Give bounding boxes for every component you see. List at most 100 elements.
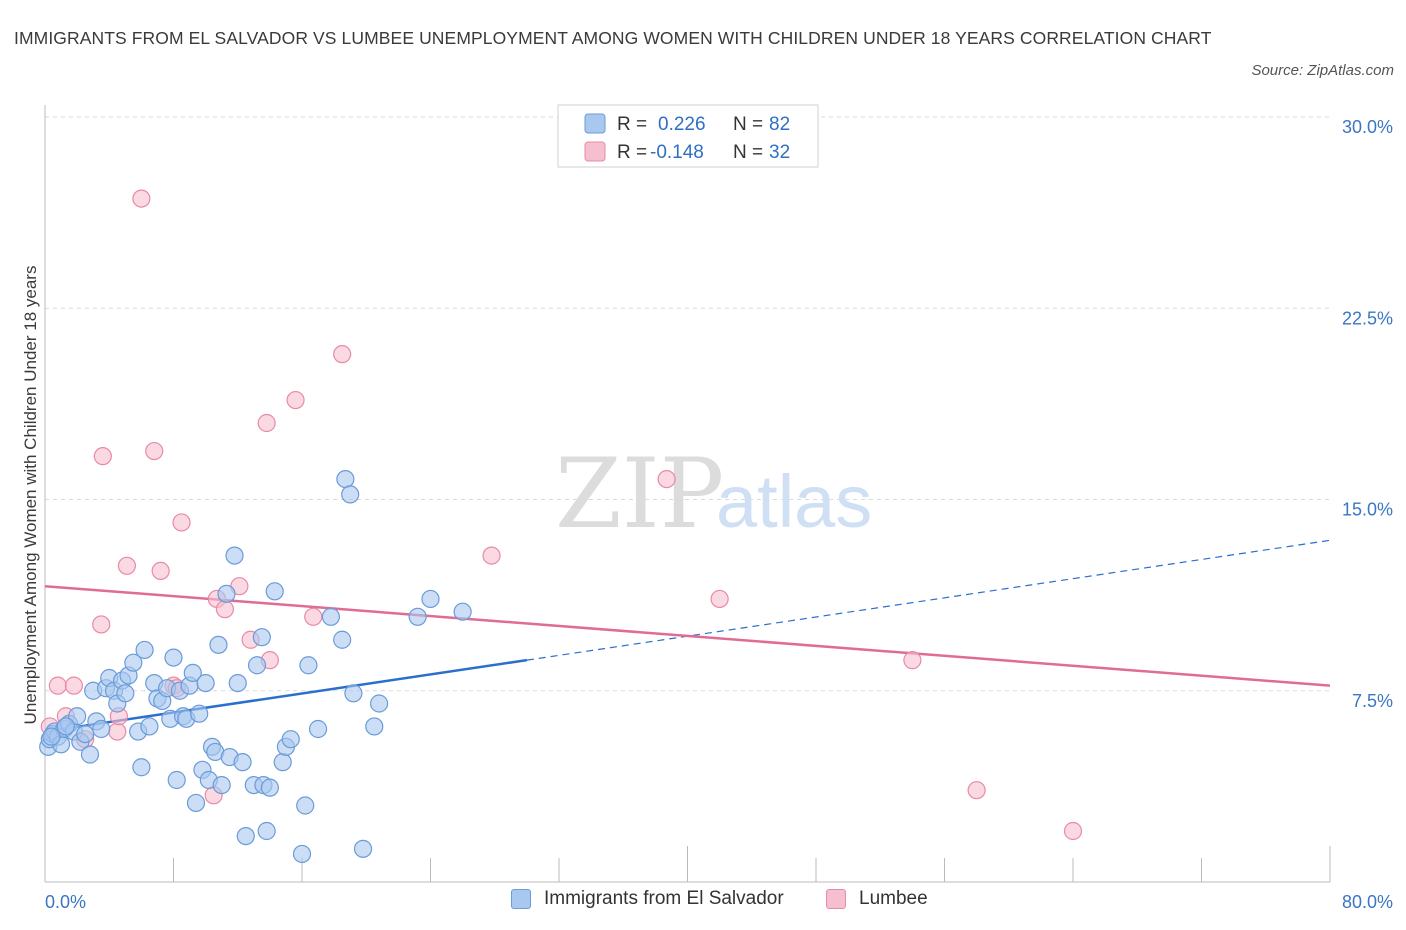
point-el-salvador-56 <box>247 656 267 675</box>
legend-swatch-el-salvador <box>511 889 531 909</box>
legend-label-el-salvador: Immigrants from El Salvador <box>544 888 784 909</box>
point-el-salvador-9 <box>68 707 87 726</box>
point-lumbee-27 <box>710 589 729 609</box>
point-el-salvador-39 <box>183 663 202 683</box>
legend-n-label-1: N = <box>733 114 763 135</box>
point-el-salvador-41 <box>190 704 209 723</box>
legend-r-label-1: R = <box>617 114 647 135</box>
point-el-salvador-11 <box>76 724 95 744</box>
legend-box: R = 0.226 N = 82 R = -0.148 N = 32 <box>557 104 819 168</box>
point-lumbee-25 <box>482 546 501 565</box>
point-el-salvador-59 <box>257 821 276 841</box>
point-lumbee-9 <box>117 556 137 575</box>
point-lumbee-23 <box>304 607 323 626</box>
x-tick-label-start: 0.0% <box>45 892 86 912</box>
legend-r-value-2: -0.148 <box>650 142 704 163</box>
y-tick-label-1: 15.0% <box>1342 500 1393 520</box>
x-tick-labels: 0.0% 80.0% <box>45 892 1393 912</box>
legend-label-lumbee: Lumbee <box>859 888 928 909</box>
legend-r-label-2: R = <box>617 142 647 163</box>
point-el-salvador-70 <box>333 630 352 649</box>
y-tick-label-3: 30.0% <box>1342 117 1393 137</box>
point-el-salvador-33 <box>164 648 183 667</box>
point-el-salvador-34 <box>167 770 186 790</box>
legend-n-value-1: 82 <box>769 114 790 135</box>
point-el-salvador-73 <box>344 684 363 703</box>
legend-swatch-pink <box>584 141 606 162</box>
point-el-salvador-81 <box>56 717 75 736</box>
trend-line-el-salvador-extension <box>526 539 1331 661</box>
point-lumbee-28 <box>903 651 922 670</box>
point-el-salvador-25 <box>132 758 151 777</box>
legend-item-lumbee: Lumbee <box>826 888 928 910</box>
point-el-salvador-21 <box>116 684 135 703</box>
point-el-salvador-76 <box>370 694 389 713</box>
legend-r-value-1: 0.226 <box>658 114 706 135</box>
point-el-salvador-52 <box>228 673 247 693</box>
point-el-salvador-40 <box>186 793 206 813</box>
point-el-salvador-49 <box>217 584 236 603</box>
point-el-salvador-47 <box>209 635 228 654</box>
point-el-salvador-67 <box>299 656 318 675</box>
x-tick-label-end: 80.0% <box>1342 892 1393 912</box>
point-el-salvador-65 <box>292 844 312 864</box>
data-points <box>39 189 1083 864</box>
point-el-salvador-53 <box>233 753 252 772</box>
point-lumbee-10 <box>132 189 151 208</box>
watermark-zip: ZIP <box>555 438 724 550</box>
point-lumbee-6 <box>93 447 112 466</box>
point-el-salvador-68 <box>308 719 328 739</box>
point-lumbee-14 <box>172 513 191 532</box>
chart-title: IMMIGRANTS FROM EL SALVADOR VS LUMBEE UN… <box>14 28 1212 48</box>
point-el-salvador-23 <box>124 653 143 672</box>
point-el-salvador-61 <box>265 582 284 601</box>
point-lumbee-24 <box>333 345 352 364</box>
legend-n-label-2: N = <box>733 142 763 163</box>
point-lumbee-1 <box>48 676 67 695</box>
trend-line-lumbee <box>44 584 1331 687</box>
point-el-salvador-26 <box>135 640 154 660</box>
point-el-salvador-27 <box>140 717 159 736</box>
y-axis-label: Unemployment Among Women with Children U… <box>21 266 40 725</box>
point-el-salvador-54 <box>236 826 255 846</box>
point-el-salvador-77 <box>408 607 427 626</box>
point-el-salvador-79 <box>453 602 472 621</box>
point-el-salvador-12 <box>80 745 100 764</box>
legend-n-value-2: 32 <box>769 142 790 163</box>
point-lumbee-22 <box>286 390 305 410</box>
point-el-salvador-66 <box>296 796 315 815</box>
point-lumbee-12 <box>151 561 170 581</box>
point-el-salvador-74 <box>353 839 373 858</box>
point-el-salvador-64 <box>281 730 300 749</box>
point-lumbee-11 <box>145 441 164 461</box>
point-lumbee-29 <box>967 781 986 800</box>
point-lumbee-17 <box>215 600 234 619</box>
y-tick-label-2: 22.5% <box>1342 308 1393 328</box>
point-el-salvador-75 <box>365 717 384 736</box>
point-lumbee-7 <box>108 722 127 741</box>
source-label: Source: ZipAtlas.com <box>1251 62 1394 79</box>
point-el-salvador-80 <box>42 727 61 746</box>
watermark-atlas: atlas <box>716 460 872 543</box>
point-lumbee-20 <box>257 413 276 433</box>
point-lumbee-26 <box>657 470 676 489</box>
point-el-salvador-78 <box>421 589 440 609</box>
watermark: ZIP atlas <box>555 438 872 550</box>
point-el-salvador-72 <box>341 485 360 504</box>
point-el-salvador-51 <box>225 546 244 565</box>
point-el-salvador-48 <box>212 775 231 795</box>
point-el-salvador-62 <box>273 753 292 772</box>
legend-swatch-blue <box>584 113 606 134</box>
y-tick-labels: 7.5% 15.0% 22.5% 30.0% <box>1342 117 1393 711</box>
point-el-salvador-60 <box>260 778 279 797</box>
point-el-salvador-57 <box>252 628 271 647</box>
y-tick-label-0: 7.5% <box>1352 691 1393 711</box>
bottom-legend: Immigrants from El Salvador Lumbee <box>0 888 1406 918</box>
legend-item-el-salvador: Immigrants from El Salvador <box>511 888 784 910</box>
trend-lines <box>44 539 1331 733</box>
point-lumbee-3 <box>64 676 84 695</box>
point-el-salvador-43 <box>196 673 215 693</box>
point-lumbee-5 <box>92 615 111 634</box>
point-el-salvador-15 <box>92 719 111 739</box>
